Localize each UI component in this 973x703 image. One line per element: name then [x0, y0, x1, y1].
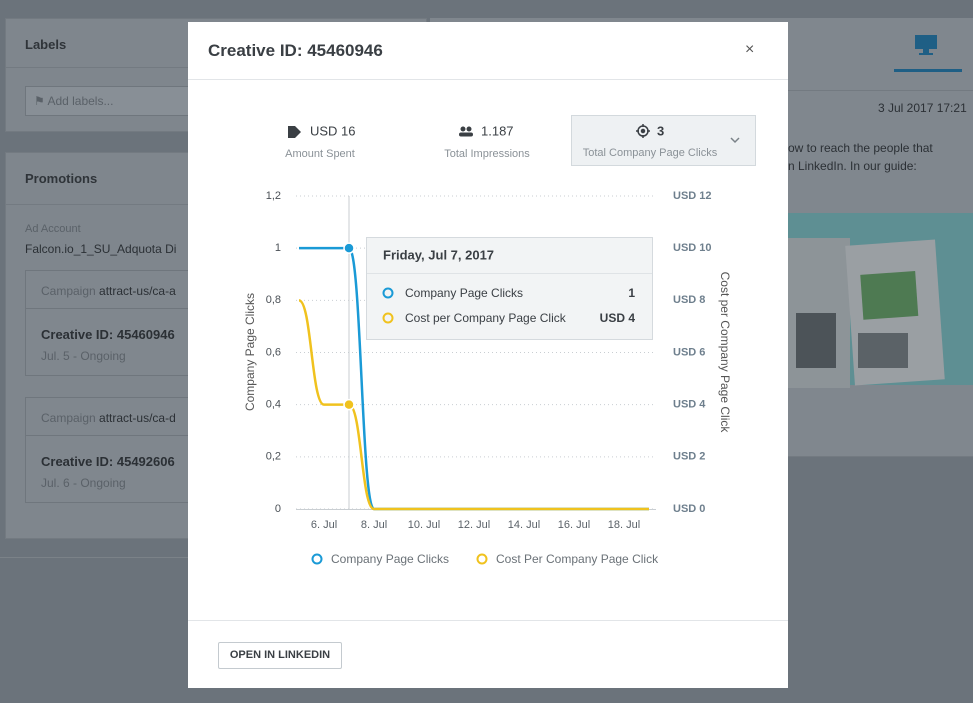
campaign-row: Campaign attract-us/ca-a	[41, 284, 176, 298]
legend-label: Company Page Clicks	[331, 552, 449, 566]
tooltip-swatch	[382, 287, 394, 299]
yticks-label: 0,4	[266, 399, 281, 411]
timestamp: 3 Jul 2017 17:21	[878, 101, 967, 115]
creative-dates: Jul. 5 - Ongoing	[41, 349, 126, 363]
y2ticks-label: USD 12	[673, 190, 712, 202]
x-tick-label: 12. Jul	[458, 519, 490, 531]
open-linkedin-button[interactable]: OPEN IN LINKEDIN	[218, 642, 342, 669]
y2ticks-label: USD 4	[673, 399, 706, 411]
creative-dates: Jul. 6 - Ongoing	[41, 476, 126, 490]
campaign-label: Campaign	[41, 284, 96, 298]
tooltip-item: Cost per Company Page Click	[405, 311, 567, 325]
creative-id: Creative ID: 45460946	[41, 327, 175, 342]
stat-label: Amount Spent	[285, 148, 355, 160]
campaign-row: Campaign attract-us/ca-d	[41, 411, 176, 425]
legend-swatch	[476, 553, 488, 565]
creative-id: Creative ID: 45492606	[41, 454, 175, 469]
y2-axis-title: Cost per Company Page Click	[718, 272, 732, 434]
stat-value: 3	[657, 123, 664, 138]
tooltip-swatch	[382, 312, 394, 324]
campaign-value: attract-us/ca-d	[99, 411, 176, 425]
preview-text: n LinkedIn. In our guide:	[788, 159, 917, 173]
promotions-title: Promotions	[25, 171, 98, 186]
y2ticks-label: USD 2	[673, 451, 705, 463]
preview-text: ow to reach the people that	[788, 141, 933, 155]
tooltip-title: Friday, Jul 7, 2017	[383, 247, 494, 262]
ad-account-value: Falcon.io_1_SU_Adquota Di	[25, 242, 177, 256]
y2ticks-label: USD 0	[673, 503, 705, 515]
yticks-label: 0,2	[266, 451, 281, 463]
desktop-icon[interactable]	[914, 34, 938, 56]
legend-swatch	[311, 553, 323, 565]
tab-underline	[894, 69, 962, 72]
x-tick-label: 8. Jul	[361, 519, 387, 531]
stat-value: 1.187	[481, 123, 514, 138]
stat-label: Total Impressions	[444, 148, 530, 160]
tooltip	[366, 237, 653, 340]
tooltip-value: 1	[628, 286, 635, 300]
y-axis-title: Company Page Clicks	[243, 293, 257, 411]
divider	[188, 620, 788, 621]
ad-account-label: Ad Account	[25, 223, 81, 235]
tooltip-value: USD 4	[600, 311, 636, 325]
divider	[188, 79, 788, 80]
yticks-label: 0,6	[266, 346, 281, 358]
divider	[788, 456, 973, 457]
legend-label: Cost Per Company Page Click	[496, 552, 659, 566]
x-tick-label: 18. Jul	[608, 519, 640, 531]
yticks-label: 1	[275, 242, 281, 254]
dropdown-chevron[interactable]	[730, 137, 740, 144]
campaign-value: attract-us/ca-a	[99, 284, 176, 298]
people-icon	[459, 126, 473, 137]
stat-value: USD 16	[310, 123, 356, 138]
labels-placeholder: ⚑ Add labels...	[34, 94, 114, 108]
x-tick-label: 14. Jul	[508, 519, 540, 531]
y2ticks-label: USD 8	[673, 294, 705, 306]
yticks-label: 1,2	[266, 190, 281, 202]
y2ticks-label: USD 10	[673, 242, 712, 254]
stat-selected[interactable]	[571, 115, 756, 166]
y2ticks-label: USD 6	[673, 346, 705, 358]
x-tick-label: 10. Jul	[408, 519, 440, 531]
campaign-label: Campaign	[41, 411, 96, 425]
x-tick-label: 16. Jul	[558, 519, 590, 531]
stat-label: Total Company Page Clicks	[583, 147, 718, 159]
yticks-label: 0	[275, 503, 281, 515]
tooltip-item: Company Page Clicks	[405, 286, 523, 300]
modal-title: Creative ID: 45460946	[208, 41, 383, 60]
x-tick-label: 6. Jul	[311, 519, 337, 531]
yticks-label: 0,8	[266, 294, 281, 306]
hover-marker	[343, 398, 355, 411]
tag-icon	[288, 126, 301, 138]
placeholder-text: Add labels...	[47, 94, 114, 108]
close-button[interactable]: ×	[745, 41, 755, 58]
preview-image	[788, 213, 973, 388]
hover-marker	[343, 242, 355, 254]
target-icon	[636, 124, 650, 138]
labels-title: Labels	[25, 37, 67, 52]
